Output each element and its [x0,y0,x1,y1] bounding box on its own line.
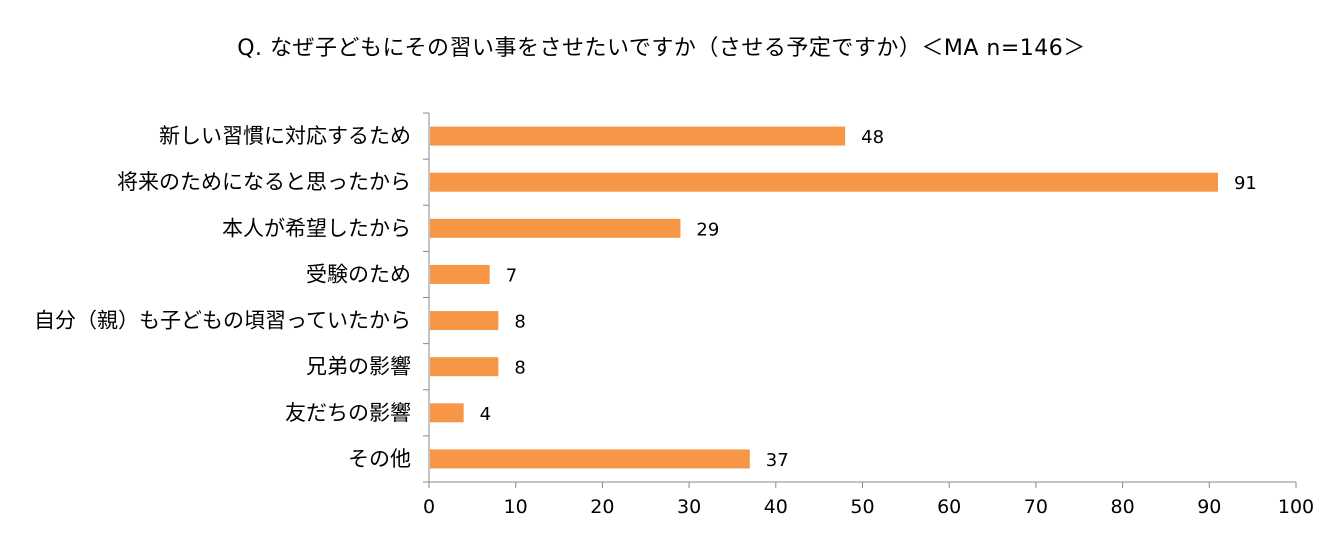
data-label: 8 [514,312,525,333]
bar [430,218,681,238]
bar [430,449,750,469]
x-tick-label: 0 [423,496,435,518]
x-tick-label: 60 [937,496,961,518]
category-label: 新しい習慣に対応するため [159,124,411,148]
data-label: 8 [514,358,525,379]
bar [430,403,464,423]
x-tick-label: 70 [1024,496,1048,518]
bar [430,264,490,284]
bars [430,126,1218,469]
data-label: 48 [861,127,884,148]
data-label: 29 [696,219,719,240]
bar [430,357,499,377]
x-tick-label: 20 [590,496,614,518]
x-tick-label: 40 [764,496,788,518]
x-tick-label: 80 [1111,496,1135,518]
axes [423,112,1297,488]
data-label: 4 [480,404,491,425]
category-label: 本人が希望したから [222,216,411,240]
category-label: 兄弟の影響 [306,355,411,379]
category-label: 受験のため [306,262,411,286]
x-tick-label: 10 [504,496,528,518]
x-tick-label: 90 [1197,496,1221,518]
x-tick-label: 30 [677,496,701,518]
bar [430,126,846,146]
bar [430,311,499,331]
bar [430,172,1218,192]
data-label: 37 [766,450,789,471]
category-label: 友だちの影響 [285,401,411,425]
category-label: その他 [348,447,411,471]
x-tick-label: 100 [1278,496,1314,518]
x-tick-label: 50 [850,496,874,518]
data-label: 7 [506,265,517,286]
category-label: 自分（親）も子どもの頃習っていたから [34,309,411,333]
category-label: 将来のためになると思ったから [117,170,411,194]
chart-title: Q. なぜ子どもにその習い事をさせたいですか（させる予定ですか）＜MA n=14… [237,36,1086,61]
data-label: 91 [1234,173,1257,194]
